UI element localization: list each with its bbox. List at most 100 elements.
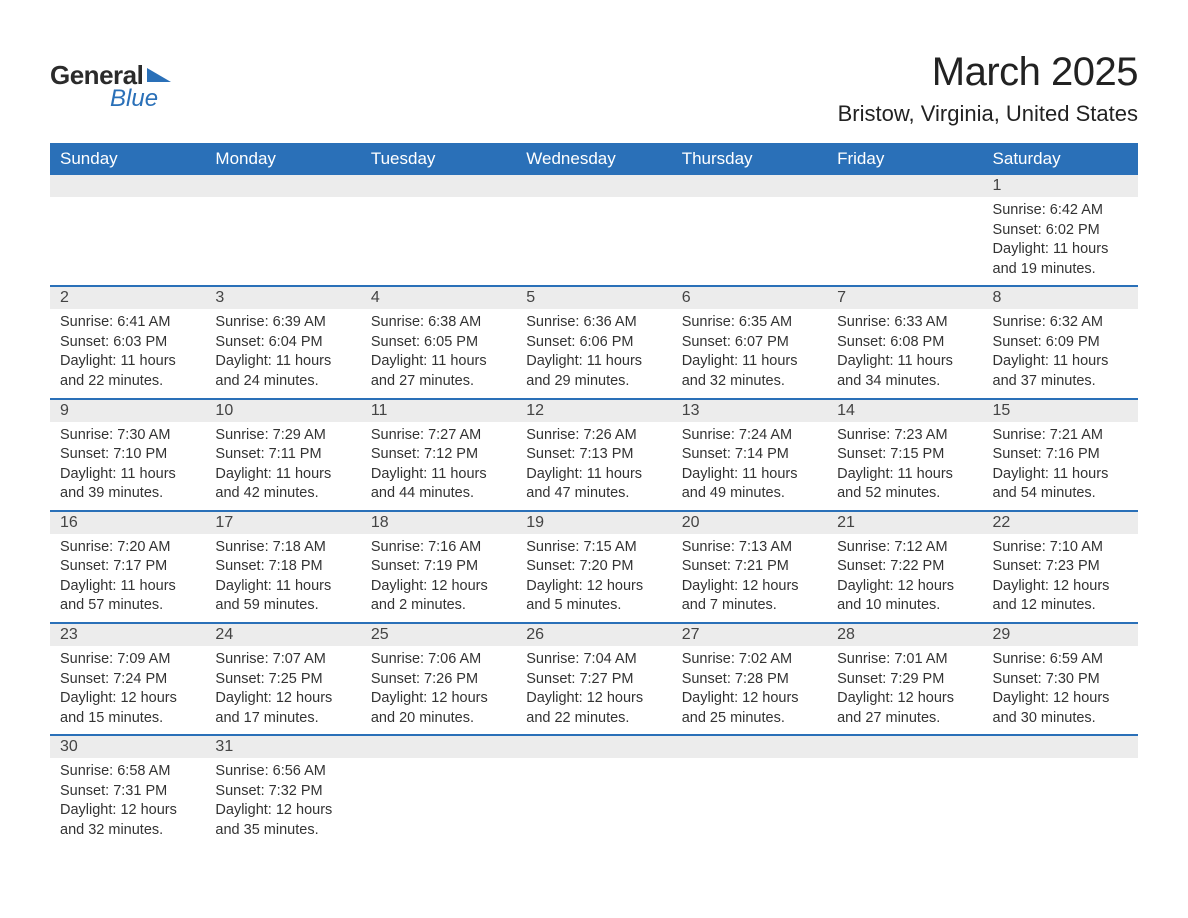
daylight-text: Daylight: 12 hours and 27 minutes. (837, 689, 972, 728)
day-number: 22 (983, 512, 1138, 534)
day-number (516, 736, 671, 758)
day-body (672, 197, 827, 207)
daylight-text: Daylight: 12 hours and 5 minutes. (526, 577, 661, 616)
sunrise-text: Sunrise: 7:21 AM (993, 426, 1128, 446)
daylight-text: Daylight: 11 hours and 22 minutes. (60, 352, 195, 391)
day-body: Sunrise: 6:41 AMSunset: 6:03 PMDaylight:… (50, 309, 205, 397)
daylight-text: Daylight: 11 hours and 54 minutes. (993, 465, 1128, 504)
day-number (50, 175, 205, 197)
calendar-day-cell: 29Sunrise: 6:59 AMSunset: 7:30 PMDayligh… (983, 623, 1138, 735)
day-number: 8 (983, 287, 1138, 309)
calendar-day-cell (827, 175, 982, 286)
sunset-text: Sunset: 7:25 PM (215, 670, 350, 690)
day-body: Sunrise: 7:24 AMSunset: 7:14 PMDaylight:… (672, 422, 827, 510)
daylight-text: Daylight: 12 hours and 17 minutes. (215, 689, 350, 728)
sunrise-text: Sunrise: 7:26 AM (526, 426, 661, 446)
sunset-text: Sunset: 6:08 PM (837, 333, 972, 353)
calendar-day-cell: 18Sunrise: 7:16 AMSunset: 7:19 PMDayligh… (361, 511, 516, 623)
logo: General Blue (50, 50, 171, 113)
calendar-day-cell: 8Sunrise: 6:32 AMSunset: 6:09 PMDaylight… (983, 286, 1138, 398)
title-month: March 2025 (838, 50, 1138, 95)
daylight-text: Daylight: 11 hours and 39 minutes. (60, 465, 195, 504)
daylight-text: Daylight: 11 hours and 59 minutes. (215, 577, 350, 616)
logo-text-blue: Blue (110, 85, 158, 113)
sunset-text: Sunset: 6:06 PM (526, 333, 661, 353)
day-body: Sunrise: 7:02 AMSunset: 7:28 PMDaylight:… (672, 646, 827, 734)
calendar-day-cell: 4Sunrise: 6:38 AMSunset: 6:05 PMDaylight… (361, 286, 516, 398)
sunset-text: Sunset: 7:17 PM (60, 557, 195, 577)
daylight-text: Daylight: 11 hours and 34 minutes. (837, 352, 972, 391)
calendar-week-row: 23Sunrise: 7:09 AMSunset: 7:24 PMDayligh… (50, 623, 1138, 735)
day-body: Sunrise: 7:16 AMSunset: 7:19 PMDaylight:… (361, 534, 516, 622)
sunset-text: Sunset: 6:02 PM (993, 221, 1128, 241)
sunrise-text: Sunrise: 7:07 AM (215, 650, 350, 670)
sunrise-text: Sunrise: 7:29 AM (215, 426, 350, 446)
calendar-day-cell: 11Sunrise: 7:27 AMSunset: 7:12 PMDayligh… (361, 399, 516, 511)
sunrise-text: Sunrise: 7:13 AM (682, 538, 817, 558)
calendar-day-cell: 3Sunrise: 6:39 AMSunset: 6:04 PMDaylight… (205, 286, 360, 398)
sunrise-text: Sunrise: 6:56 AM (215, 762, 350, 782)
day-body: Sunrise: 7:01 AMSunset: 7:29 PMDaylight:… (827, 646, 982, 734)
calendar-day-cell (983, 735, 1138, 846)
day-body: Sunrise: 7:15 AMSunset: 7:20 PMDaylight:… (516, 534, 671, 622)
day-number: 16 (50, 512, 205, 534)
day-body: Sunrise: 7:23 AMSunset: 7:15 PMDaylight:… (827, 422, 982, 510)
logo-triangle-icon (147, 68, 171, 82)
day-number: 13 (672, 400, 827, 422)
day-body (827, 197, 982, 207)
sunrise-text: Sunrise: 6:33 AM (837, 313, 972, 333)
sunset-text: Sunset: 7:16 PM (993, 445, 1128, 465)
day-number (672, 736, 827, 758)
day-number (827, 175, 982, 197)
sunrise-text: Sunrise: 7:16 AM (371, 538, 506, 558)
sunrise-text: Sunrise: 7:20 AM (60, 538, 195, 558)
weekday-header: Saturday (983, 143, 1138, 175)
day-number: 27 (672, 624, 827, 646)
sunrise-text: Sunrise: 7:04 AM (526, 650, 661, 670)
day-number: 4 (361, 287, 516, 309)
day-number: 24 (205, 624, 360, 646)
daylight-text: Daylight: 11 hours and 24 minutes. (215, 352, 350, 391)
day-number (361, 736, 516, 758)
day-body (983, 758, 1138, 768)
sunrise-text: Sunrise: 7:15 AM (526, 538, 661, 558)
sunrise-text: Sunrise: 6:42 AM (993, 201, 1128, 221)
daylight-text: Daylight: 12 hours and 35 minutes. (215, 801, 350, 840)
day-number (205, 175, 360, 197)
calendar-day-cell: 5Sunrise: 6:36 AMSunset: 6:06 PMDaylight… (516, 286, 671, 398)
daylight-text: Daylight: 11 hours and 32 minutes. (682, 352, 817, 391)
day-body: Sunrise: 6:33 AMSunset: 6:08 PMDaylight:… (827, 309, 982, 397)
calendar-day-cell: 16 Sunrise: 7:20 AMSunset: 7:17 PMDayligh… (50, 511, 205, 623)
calendar-day-cell: 30Sunrise: 6:58 AMSunset: 7:31 PMDayligh… (50, 735, 205, 846)
calendar-day-cell (672, 735, 827, 846)
calendar-day-cell: 13Sunrise: 7:24 AMSunset: 7:14 PMDayligh… (672, 399, 827, 511)
day-body (361, 758, 516, 768)
calendar-day-cell: 12Sunrise: 7:26 AMSunset: 7:13 PMDayligh… (516, 399, 671, 511)
calendar-day-cell: 6Sunrise: 6:35 AMSunset: 6:07 PMDaylight… (672, 286, 827, 398)
day-number: 21 (827, 512, 982, 534)
calendar-day-cell: 17Sunrise: 7:18 AMSunset: 7:18 PMDayligh… (205, 511, 360, 623)
day-number: 23 (50, 624, 205, 646)
day-number: 11 (361, 400, 516, 422)
day-body: Sunrise: 6:59 AMSunset: 7:30 PMDaylight:… (983, 646, 1138, 734)
calendar-day-cell: 25Sunrise: 7:06 AMSunset: 7:26 PMDayligh… (361, 623, 516, 735)
sunset-text: Sunset: 7:22 PM (837, 557, 972, 577)
sunset-text: Sunset: 7:31 PM (60, 782, 195, 802)
calendar-table: SundayMondayTuesdayWednesdayThursdayFrid… (50, 143, 1138, 847)
daylight-text: Daylight: 11 hours and 29 minutes. (526, 352, 661, 391)
day-body: Sunrise: 7:26 AMSunset: 7:13 PMDaylight:… (516, 422, 671, 510)
calendar-day-cell: 15Sunrise: 7:21 AMSunset: 7:16 PMDayligh… (983, 399, 1138, 511)
calendar-day-cell (205, 175, 360, 286)
weekday-header: Wednesday (516, 143, 671, 175)
day-number: 2 (50, 287, 205, 309)
calendar-day-cell: 31Sunrise: 6:56 AMSunset: 7:32 PMDayligh… (205, 735, 360, 846)
day-number: 19 (516, 512, 671, 534)
sunrise-text: Sunrise: 7:02 AM (682, 650, 817, 670)
sunset-text: Sunset: 7:20 PM (526, 557, 661, 577)
calendar-day-cell: 14Sunrise: 7:23 AMSunset: 7:15 PMDayligh… (827, 399, 982, 511)
title-location: Bristow, Virginia, United States (838, 101, 1138, 127)
daylight-text: Daylight: 11 hours and 57 minutes. (60, 577, 195, 616)
sunrise-text: Sunrise: 6:39 AM (215, 313, 350, 333)
weekday-header: Friday (827, 143, 982, 175)
day-body: Sunrise: 6:58 AMSunset: 7:31 PMDaylight:… (50, 758, 205, 846)
